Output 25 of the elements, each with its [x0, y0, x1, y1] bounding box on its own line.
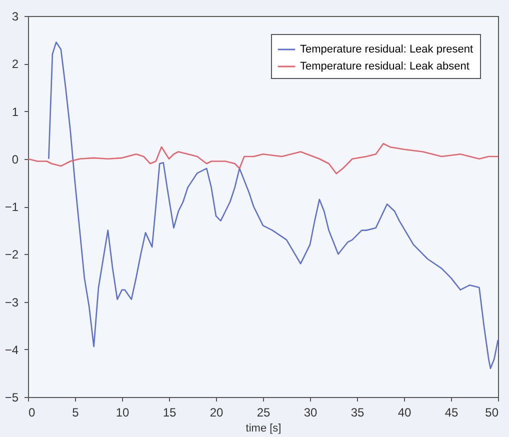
x-tick-label: 10 [116, 406, 130, 420]
y-tick-label: 1 [12, 104, 19, 119]
y-tick-label: 3 [12, 10, 19, 24]
y-tick-label: −5 [4, 390, 19, 404]
x-tick-label: 45 [444, 406, 458, 420]
y-tick-label: −4 [4, 342, 19, 357]
x-tick-label: 20 [210, 406, 224, 420]
x-tick-label: 0 [28, 406, 36, 420]
x-tick-label: 15 [162, 406, 176, 420]
x-tick-label: 30 [304, 406, 318, 420]
x-tick-label: 5 [72, 406, 80, 420]
y-tick-label: −1 [4, 200, 19, 214]
y-tick-label: −3 [4, 295, 19, 310]
x-tick-label: 50 [485, 406, 499, 420]
x-tick-label: 40 [398, 406, 412, 420]
x-axis-title: time [s] [246, 422, 282, 434]
line-series [27, 142, 499, 174]
legend-label: Temperature residual: Leak absent [300, 60, 470, 72]
x-tick-label: 35 [350, 406, 364, 420]
x-tick-label: 25 [256, 406, 270, 420]
y-tick-label: 2 [12, 57, 19, 72]
y-tick-label: −2 [4, 248, 19, 262]
line-series [48, 42, 499, 370]
y-tick-label: 0 [12, 152, 19, 166]
legend-label: Temperature residual: Leak present [300, 44, 474, 56]
